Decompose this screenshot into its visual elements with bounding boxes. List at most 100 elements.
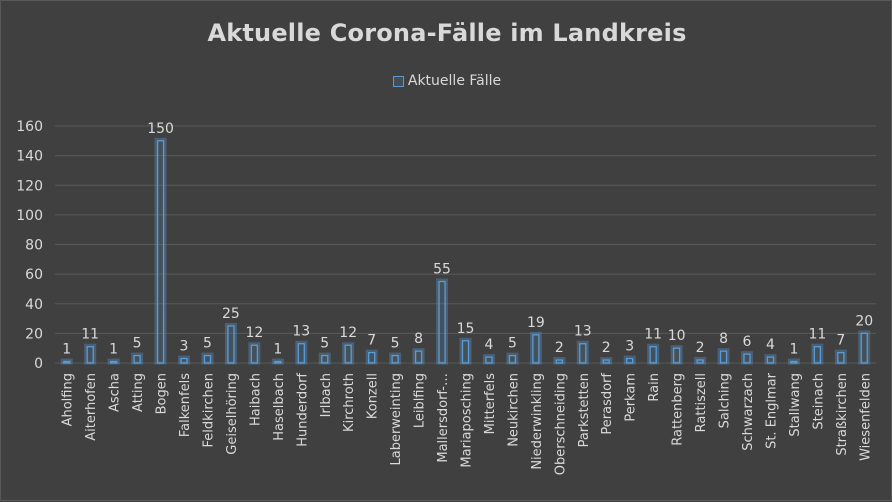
- data-label: 25: [222, 306, 240, 322]
- bar: [837, 351, 845, 364]
- data-label: 1: [273, 342, 282, 358]
- x-tick-label: Mitterfels: [483, 373, 498, 435]
- legend-label: Aktuelle Fälle: [407, 73, 502, 89]
- data-label: 1: [789, 342, 798, 358]
- data-label: 12: [339, 325, 357, 341]
- data-label: 5: [203, 336, 212, 352]
- bar: [485, 356, 493, 364]
- x-tick-label: Leiblfing: [413, 373, 428, 428]
- x-tick-label: Schwarzach: [741, 373, 756, 451]
- x-tick-label: Bogen: [155, 373, 170, 414]
- data-label: 8: [414, 331, 423, 347]
- x-tick-label: Perkam: [624, 373, 639, 422]
- x-tick-label: Rattiszell: [694, 373, 709, 432]
- data-label: 55: [433, 262, 451, 278]
- bar: [203, 354, 212, 364]
- data-label: 5: [320, 336, 329, 352]
- y-tick-label: 140: [16, 149, 43, 165]
- chart-legend: Aktuelle Fälle: [1, 73, 892, 89]
- x-tick-label: Wiesenfelden: [858, 373, 873, 461]
- bar: [250, 344, 259, 364]
- bar: [344, 344, 352, 364]
- bar: [672, 347, 681, 364]
- bar: [790, 360, 798, 364]
- chart-title: Aktuelle Corona-Fälle im Landkreis: [207, 19, 687, 47]
- bar: [368, 351, 376, 364]
- bar: [719, 350, 728, 364]
- data-label: 19: [527, 315, 545, 331]
- x-tick-label: Haibach: [248, 373, 263, 426]
- bar: [180, 357, 188, 364]
- x-tick-label: Oberschneiding: [553, 373, 568, 475]
- bar: [461, 340, 470, 364]
- x-tick-label: Haselbach: [272, 373, 287, 441]
- bar: [391, 354, 399, 364]
- bar: [743, 353, 751, 364]
- x-tick-label: Parkstetten: [577, 373, 592, 447]
- data-label: 13: [292, 324, 310, 340]
- x-tick-label: Rattenberg: [671, 373, 686, 446]
- bar: [297, 343, 305, 364]
- bar: [438, 280, 446, 364]
- x-tick-label: Geiselhöring: [225, 373, 240, 455]
- bar: [508, 354, 517, 364]
- bar: [766, 356, 775, 364]
- y-tick-label: 40: [25, 297, 43, 313]
- data-label: 11: [808, 327, 826, 343]
- data-label: 1: [109, 342, 118, 358]
- x-tick-label: Neukirchen: [506, 373, 521, 447]
- x-tick-label: Ascha: [108, 373, 123, 412]
- y-tick-label: 0: [34, 356, 43, 372]
- data-label: 8: [719, 331, 728, 347]
- x-tick-label: Aiterhofen: [84, 373, 99, 441]
- bar: [109, 360, 118, 364]
- data-label: 2: [555, 340, 564, 356]
- legend-swatch: [392, 75, 404, 87]
- x-tick-label: Feldkirchen: [201, 373, 216, 447]
- x-tick-label: Falkenfels: [178, 373, 193, 437]
- data-label: 7: [836, 333, 845, 349]
- data-label: 15: [457, 321, 475, 337]
- x-tick-label: Stallwang: [788, 373, 803, 437]
- bar: [86, 346, 94, 364]
- bar: [156, 140, 165, 364]
- x-tick-label: Niederwinkling: [530, 373, 545, 470]
- data-label: 1: [62, 342, 71, 358]
- data-label: 5: [391, 336, 400, 352]
- bar: [321, 354, 329, 364]
- data-label: 7: [367, 333, 376, 349]
- bar: [579, 343, 587, 364]
- bar: [274, 360, 282, 364]
- bar: [63, 360, 71, 364]
- x-tick-label: St. Englmar: [764, 372, 779, 449]
- data-label: 150: [147, 121, 174, 137]
- data-label: 5: [508, 336, 517, 352]
- x-tick-label: Mariaposching: [460, 373, 475, 468]
- data-label: 12: [245, 325, 263, 341]
- data-label: 13: [574, 324, 592, 340]
- data-label: 3: [625, 339, 634, 355]
- bar: [696, 359, 704, 364]
- x-tick-label: Mallersdorf-…: [436, 373, 451, 463]
- data-label: 3: [180, 339, 189, 355]
- x-tick-label: Straßkirchen: [835, 373, 850, 456]
- bar: [813, 346, 822, 364]
- bar: [860, 332, 868, 364]
- data-label: 4: [766, 337, 775, 353]
- x-tick-label: Hunderdorf: [295, 373, 310, 447]
- data-label: 2: [696, 340, 705, 356]
- bar: [649, 346, 657, 364]
- data-label: 11: [81, 327, 99, 343]
- data-label: 2: [602, 340, 611, 356]
- data-label: 5: [133, 336, 142, 352]
- bar: [555, 359, 563, 364]
- bar: [532, 334, 540, 364]
- bar: [602, 359, 610, 364]
- x-tick-label: Irlbach: [319, 373, 334, 417]
- data-label: 4: [484, 337, 493, 353]
- x-tick-label: Salching: [718, 373, 733, 428]
- y-tick-label: 100: [16, 208, 43, 224]
- x-tick-label: Kirchroth: [342, 373, 357, 432]
